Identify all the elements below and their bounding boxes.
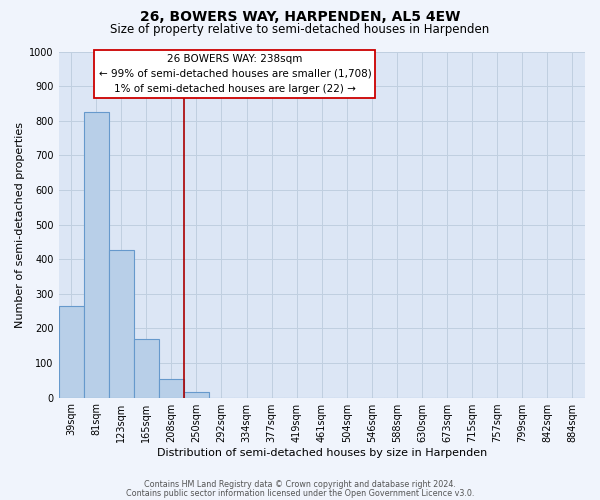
Text: 26 BOWERS WAY: 238sqm
← 99% of semi-detached houses are smaller (1,708)
1% of se: 26 BOWERS WAY: 238sqm ← 99% of semi-deta… xyxy=(98,54,371,94)
Y-axis label: Number of semi-detached properties: Number of semi-detached properties xyxy=(15,122,25,328)
X-axis label: Distribution of semi-detached houses by size in Harpenden: Distribution of semi-detached houses by … xyxy=(157,448,487,458)
Bar xyxy=(109,250,134,398)
Bar xyxy=(83,112,109,398)
Bar xyxy=(59,306,83,398)
Bar xyxy=(159,378,184,398)
Text: Contains HM Land Registry data © Crown copyright and database right 2024.: Contains HM Land Registry data © Crown c… xyxy=(144,480,456,489)
Text: Size of property relative to semi-detached houses in Harpenden: Size of property relative to semi-detach… xyxy=(110,22,490,36)
Text: 26, BOWERS WAY, HARPENDEN, AL5 4EW: 26, BOWERS WAY, HARPENDEN, AL5 4EW xyxy=(140,10,460,24)
Bar xyxy=(184,392,209,398)
Text: Contains public sector information licensed under the Open Government Licence v3: Contains public sector information licen… xyxy=(126,488,474,498)
Bar xyxy=(134,338,159,398)
